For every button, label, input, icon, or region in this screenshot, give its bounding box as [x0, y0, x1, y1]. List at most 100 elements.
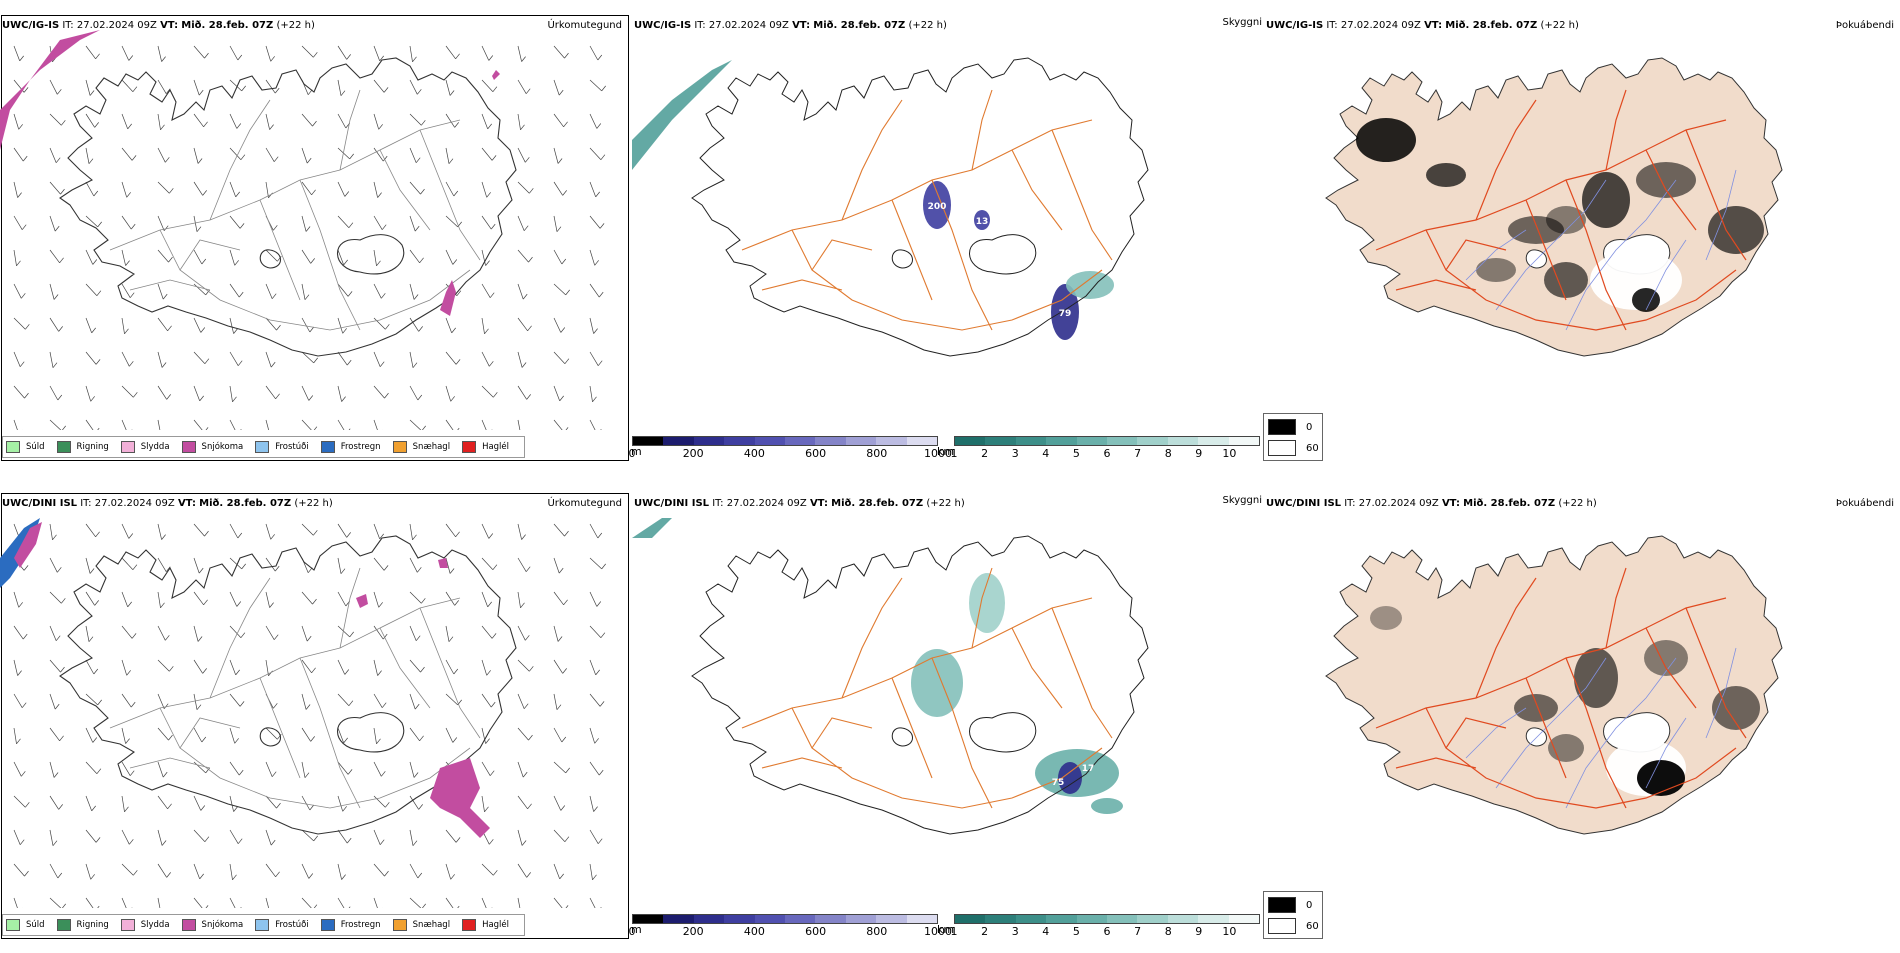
precip-legend-item: Frostregn: [321, 919, 381, 931]
colorbar-tick: 2: [981, 925, 988, 938]
precip-legend-item: Slydda: [121, 919, 170, 931]
precip-legend-label: Rigning: [77, 920, 109, 930]
colorbar-tick: 3: [1012, 925, 1019, 938]
precip-legend-swatch: [57, 441, 71, 453]
visibility-areas: [632, 518, 1123, 814]
fog-area: [1632, 288, 1660, 312]
visibility-label: 75: [1052, 778, 1065, 788]
colorbar-tick: 10: [1222, 447, 1236, 460]
visibility-label: 209: [1055, 800, 1074, 810]
precip-legend-label: Snjókoma: [202, 442, 244, 452]
fog-legend-white: 60: [1268, 440, 1319, 456]
colorbar-unit-km: km: [937, 445, 954, 458]
precip-legend-label: Frostúði: [275, 920, 309, 930]
colorbar-tick: 800: [866, 925, 887, 938]
precip-type-panel: UWC/DINI ISL IT: 27.02.2024 09Z VT: Mið.…: [0, 478, 632, 953]
colorbar-tick: 400: [744, 447, 765, 460]
colorbar-unit-km: km: [937, 923, 954, 936]
precip-legend-label: Frostregn: [341, 442, 381, 452]
precip-legend-swatch: [6, 919, 20, 931]
precip-legend-label: Slydda: [141, 920, 170, 930]
iceland-map-precip: [0, 508, 632, 908]
precip-areas: [0, 30, 500, 316]
colorbar-unit-m: m: [631, 923, 642, 936]
precip-legend-item: Snjókoma: [182, 919, 244, 931]
precip-legend-item: Frostúði: [255, 919, 309, 931]
precip-legend-swatch: [121, 919, 135, 931]
fog-swatch-white: [1268, 440, 1296, 456]
colorbar-tick: 5: [1073, 925, 1080, 938]
colorbar-tick: 7: [1134, 447, 1141, 460]
visibility-area: [911, 649, 963, 717]
fog-legend: 0 60: [1263, 891, 1323, 939]
precip-legend-item: Rigning: [57, 441, 109, 453]
precip-legend-item: Frostúði: [255, 441, 309, 453]
precip-legend-swatch: [321, 919, 335, 931]
precip-legend-item: Súld: [6, 919, 45, 931]
fog-area: [1644, 640, 1688, 676]
precip-legend-item: Slydda: [121, 441, 170, 453]
visibility-panel: UWC/IG-IS IT: 27.02.2024 09Z VT: Mið. 28…: [632, 0, 1264, 475]
fog-area: [1356, 118, 1416, 162]
visibility-panel: UWC/DINI ISL IT: 27.02.2024 09Z VT: Mið.…: [632, 478, 1264, 953]
visibility-area: [1091, 798, 1123, 814]
precip-legend-label: Súld: [26, 442, 45, 452]
precip-legend-item: Rigning: [57, 919, 109, 931]
precip-legend-swatch: [57, 919, 71, 931]
colorbar-tick: 800: [866, 447, 887, 460]
fog-swatch-black: [1268, 419, 1296, 435]
precip-area: [356, 594, 368, 608]
precip-legend-item: Frostregn: [321, 441, 381, 453]
colorbar-tick: 2: [981, 447, 988, 460]
precip-legend-label: Haglél: [482, 442, 509, 452]
fog-area: [1514, 694, 1558, 722]
precip-legend-swatch: [462, 441, 476, 453]
model-row-1: UWC/DINI ISL IT: 27.02.2024 09Z VT: Mið.…: [0, 478, 1900, 953]
fog-area: [1708, 206, 1764, 254]
precip-legend-item: Haglél: [462, 441, 509, 453]
precip-area: [440, 280, 456, 316]
fog-area: [1636, 162, 1696, 198]
precip-type-panel: UWC/IG-IS IT: 27.02.2024 09Z VT: Mið. 28…: [0, 0, 632, 475]
precip-legend-swatch: [121, 441, 135, 453]
panel-title-visibility: Skyggni: [1222, 17, 1262, 28]
panel-title-visibility: Skyggni: [1222, 495, 1262, 506]
precip-legend-swatch: [182, 441, 196, 453]
colorbar-tick: 3: [1012, 447, 1019, 460]
precip-legend-item: Haglél: [462, 919, 509, 931]
colorbar-unit-m: m: [631, 445, 642, 458]
colorbar-tick: 5: [1073, 447, 1080, 460]
colorbar-tick: 200: [683, 925, 704, 938]
fog-area: [1637, 760, 1685, 796]
model-row-0: UWC/IG-IS IT: 27.02.2024 09Z VT: Mið. 28…: [0, 0, 1900, 475]
visibility-label: 79: [1059, 309, 1072, 319]
visibility-areas: [632, 60, 1114, 340]
colorbar-tick: 9: [1195, 447, 1202, 460]
precip-legend: Súld Rigning Slydda Snjókoma Frostúði Frostre…: [2, 436, 525, 458]
precip-legend-label: Snjókoma: [202, 920, 244, 930]
precip-legend: Súld Rigning Slydda Snjókoma Frostúði Frostre…: [2, 914, 525, 936]
wind-barbs: [14, 46, 606, 430]
precip-area: [492, 70, 500, 80]
precip-legend-label: Snæhagl: [413, 920, 450, 930]
fog-area: [1574, 648, 1618, 708]
colorbar-tick: 7: [1134, 925, 1141, 938]
iceland-map-precip: [0, 30, 632, 430]
visibility-label: 17: [1082, 764, 1095, 774]
colorbar-tick: 6: [1104, 447, 1111, 460]
precip-legend-swatch: [393, 919, 407, 931]
precip-legend-swatch: [6, 441, 20, 453]
colorbar-tick: 200: [683, 447, 704, 460]
precip-areas: [0, 518, 490, 838]
fog-panel: UWC/DINI ISL IT: 27.02.2024 09Z VT: Mið.…: [1264, 478, 1900, 953]
fog-area: [1476, 258, 1516, 282]
precip-legend-swatch: [255, 919, 269, 931]
colorbar-tick: 4: [1042, 925, 1049, 938]
precip-legend-item: Súld: [6, 441, 45, 453]
visibility-area: [1066, 271, 1114, 299]
colorbar-tick: 8: [1165, 925, 1172, 938]
